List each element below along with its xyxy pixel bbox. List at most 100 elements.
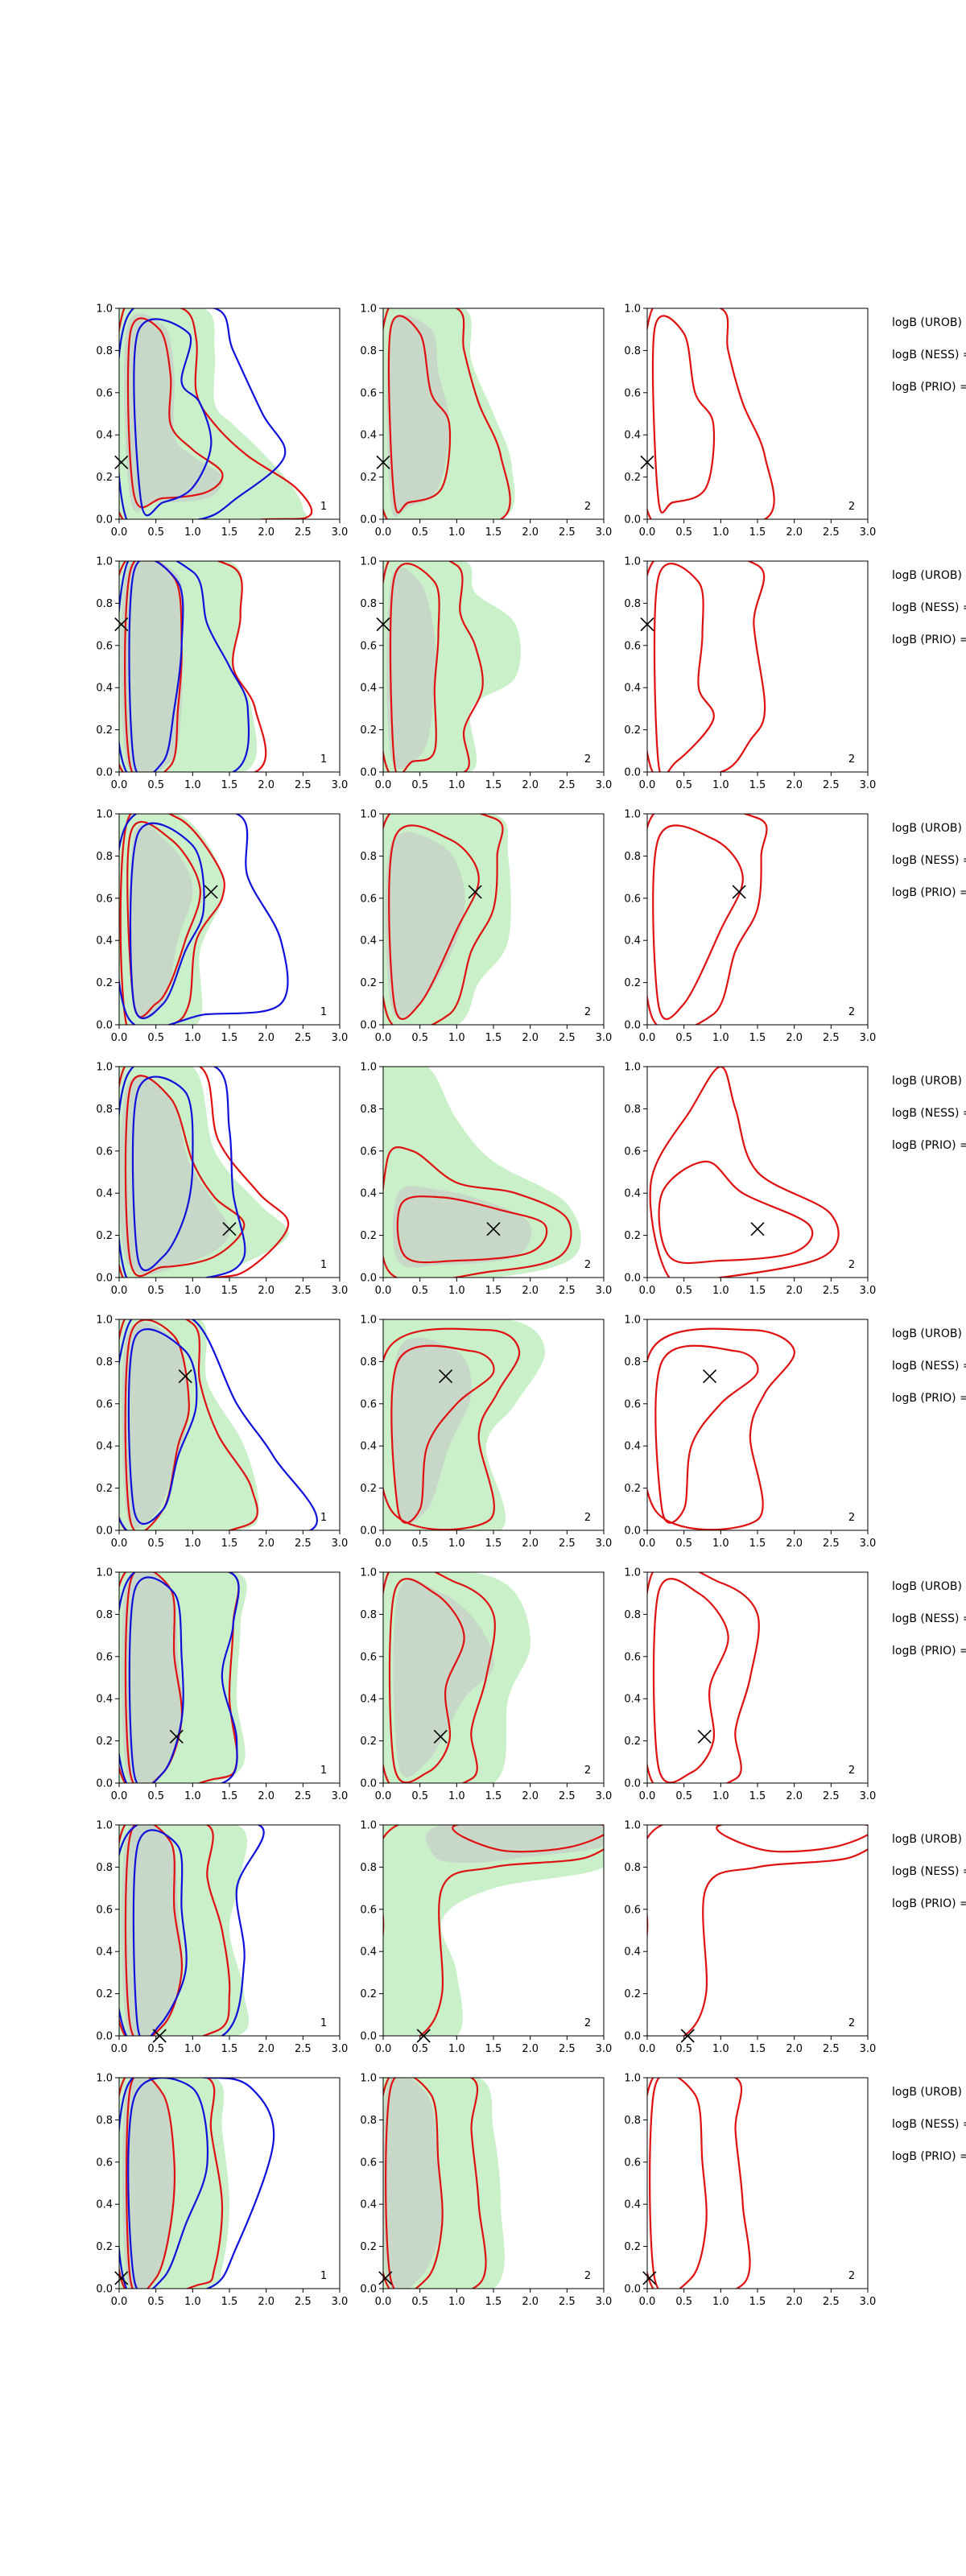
contour-red-inner — [124, 561, 183, 772]
contour-red-outer — [383, 2078, 487, 2289]
y-tick-label: 0.4 — [96, 430, 113, 442]
panel-r6-c2: 0.0 0.5 1.0 1.5 2.0 2.5 3.0 0.0 0.2 0.4 0.6 0.8 1.0 2 — [360, 1567, 612, 1803]
logb-labels-row-4: logB (UROB) = logB (NESS) = logB (PRIO) = — [892, 1075, 966, 1152]
y-tick-label: 0.8 — [360, 1356, 377, 1368]
axes-frame — [646, 560, 869, 773]
x-tick-label: 0.0 — [639, 779, 656, 791]
contour-red-inner — [126, 317, 224, 509]
contour-red-outer — [647, 2078, 751, 2289]
y-tick-label: 1.0 — [360, 1820, 377, 1832]
panel-r4-c3: 0.0 0.5 1.0 1.5 2.0 2.5 3.0 0.0 0.2 0.4 0.6 0.8 1.0 2 — [624, 1062, 876, 1298]
panel-label: 1 — [320, 501, 327, 513]
y-tick-label: 0.6 — [624, 640, 641, 652]
y-tick-label: 1.0 — [624, 1820, 641, 1832]
logb-label: logB (UROB) = — [892, 822, 966, 835]
y-tick-label: 0.4 — [360, 1946, 377, 1959]
best-fit-marker — [204, 885, 218, 899]
y-tick-label: 0.4 — [360, 1441, 377, 1453]
contour-blue-inner — [133, 318, 213, 517]
y-tick-label: 0.2 — [624, 1988, 641, 2000]
y-tick-label: 0.8 — [96, 345, 113, 357]
logb-label: logB (UROB) = — [892, 1075, 966, 1088]
contour-blue-inner — [129, 822, 205, 1020]
y-tick-label: 0.0 — [360, 2284, 377, 2296]
best-fit-marker — [114, 2271, 129, 2285]
y-tick-label: 1.0 — [624, 303, 641, 316]
x-tick-label: 2.5 — [295, 1285, 312, 1297]
y-tick-label: 0.0 — [624, 2031, 641, 2043]
panel-label: 1 — [320, 1512, 327, 1524]
x-tick-label: 1.5 — [221, 1538, 238, 1550]
x-tick-label: 2.5 — [823, 526, 840, 539]
panel-label: 1 — [320, 2017, 327, 2029]
y-tick-label: 0.2 — [360, 1230, 377, 1242]
x-tick-label: 0.5 — [675, 1538, 692, 1550]
x-tick-label: 2.5 — [823, 1538, 840, 1550]
y-tick-label: 0.0 — [624, 767, 641, 779]
contour-blue-outer — [119, 814, 289, 1025]
x-tick-label: 0.5 — [147, 779, 164, 791]
y-tick-label: 0.6 — [96, 1904, 113, 1916]
x-tick-label: 1.5 — [221, 2043, 238, 2055]
y-tick-label: 0.8 — [96, 598, 113, 610]
panel-label: 2 — [848, 501, 855, 513]
best-fit-marker — [750, 1222, 765, 1236]
contour-red-inner — [124, 1075, 246, 1278]
plot-area — [383, 561, 521, 772]
x-tick-label: 0.5 — [147, 1538, 164, 1550]
y-tick-label: 0.2 — [96, 977, 113, 989]
x-tick-label: 1.0 — [448, 1285, 465, 1297]
y-tick-label: 0.8 — [360, 2115, 377, 2127]
y-tick-label: 1.0 — [624, 1567, 641, 1579]
x-tick-label: 1.0 — [184, 526, 201, 539]
y-tick-label: 0.6 — [360, 1651, 377, 1663]
panel-r1-c1: 0.0 0.5 1.0 1.5 2.0 2.5 3.0 0.0 0.2 0.4 0.6 0.8 1.0 1 — [96, 303, 349, 539]
x-tick-label: 3.0 — [860, 2296, 877, 2308]
panel-label: 2 — [848, 1765, 855, 1777]
y-tick-label: 1.0 — [624, 809, 641, 821]
contour-red-inner — [388, 824, 480, 1020]
logb-label: logB (PRIO) = — [892, 2150, 966, 2163]
contour-red-inner — [652, 1578, 729, 1783]
contour-blue-outer — [119, 308, 287, 519]
x-tick-label: 1.0 — [712, 2043, 729, 2055]
contour-filled-inner — [119, 1075, 230, 1275]
x-tick-label: 2.0 — [258, 1032, 275, 1044]
y-tick-label: 0.6 — [360, 1904, 377, 1916]
x-tick-label: 3.0 — [332, 1285, 349, 1297]
contour-filled-inner — [386, 315, 450, 518]
panel-r5-c2: 0.0 0.5 1.0 1.5 2.0 2.5 3.0 0.0 0.2 0.4 0.6 0.8 1.0 2 — [360, 1315, 612, 1550]
best-fit-marker — [378, 2271, 393, 2285]
contour-blue-outer — [119, 1067, 246, 1278]
x-tick-label: 1.5 — [485, 2296, 502, 2308]
y-tick-label: 0.4 — [96, 1188, 113, 1200]
contour-red-inner — [649, 2078, 708, 2289]
y-tick-label: 0.2 — [624, 1736, 641, 1748]
logb-label: logB (PRIO) = — [892, 1392, 966, 1405]
plot-area — [383, 1319, 545, 1530]
y-tick-label: 0.0 — [96, 514, 113, 526]
panel-r1-c2: 0.0 0.5 1.0 1.5 2.0 2.5 3.0 0.0 0.2 0.4 0.6 0.8 1.0 2 — [360, 303, 612, 539]
x-tick-label: 0.0 — [375, 1285, 392, 1297]
x-tick-label: 3.0 — [332, 526, 349, 539]
logb-label: logB (UROB) = — [892, 569, 966, 582]
plot-area — [119, 1572, 247, 1783]
x-tick-label: 1.0 — [448, 779, 465, 791]
y-tick-label: 0.4 — [360, 1694, 377, 1706]
x-tick-label: 2.0 — [522, 1032, 539, 1044]
panel-label: 2 — [584, 1006, 591, 1018]
y-tick-label: 0.0 — [360, 767, 377, 779]
x-tick-label: 3.0 — [332, 1032, 349, 1044]
x-tick-label: 1.0 — [448, 2043, 465, 2055]
contour-red-outer — [383, 1825, 604, 2036]
logb-labels-row-1: logB (UROB) = logB (NESS) = logB (PRIO) = — [892, 316, 966, 394]
panel-r1-c3: 0.0 0.5 1.0 1.5 2.0 2.5 3.0 0.0 0.2 0.4 0.6 0.8 1.0 2 — [624, 303, 876, 539]
plot-area — [383, 2078, 505, 2289]
y-tick-label: 1.0 — [96, 1062, 113, 1074]
plot-area — [119, 2078, 275, 2289]
contour-red-outer — [647, 561, 766, 772]
y-tick-label: 0.6 — [96, 1146, 113, 1158]
contour-red-inner — [652, 824, 744, 1020]
contour-filled-inner — [122, 1322, 189, 1530]
y-tick-label: 0.6 — [624, 1904, 641, 1916]
